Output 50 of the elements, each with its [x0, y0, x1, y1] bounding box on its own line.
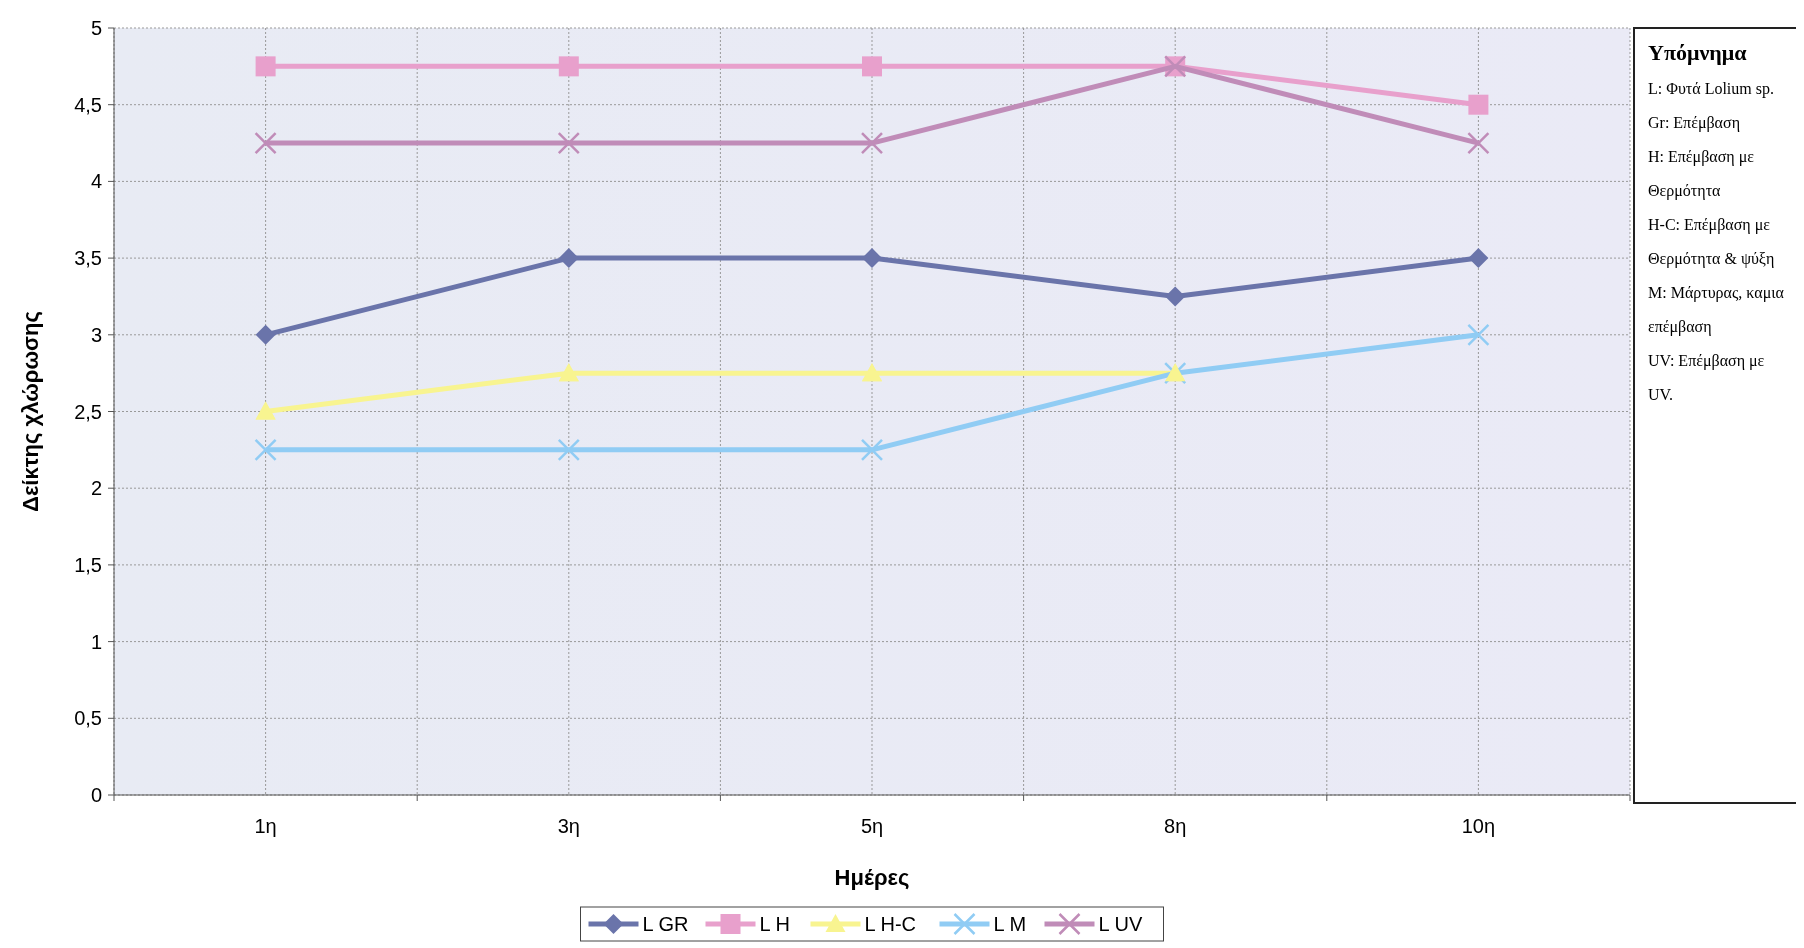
point — [558, 363, 579, 382]
point — [255, 401, 276, 420]
x-tick-label: 10η — [1461, 815, 1496, 837]
point — [558, 56, 579, 77]
point — [1165, 286, 1186, 307]
point — [862, 363, 882, 382]
legend-label: L GR — [642, 913, 689, 935]
point — [255, 56, 276, 77]
text: H-C: Επέμβαση με Θερμότητα & ψύξη — [1648, 216, 1775, 268]
point — [557, 438, 581, 462]
x-tick-label: 1η — [254, 815, 277, 837]
y-tick-label: 4,5 — [74, 93, 102, 116]
point — [1468, 248, 1489, 269]
text: M: Μάρτυρας, καμια επέμβαση — [1648, 284, 1785, 336]
y-tick-label: 3,5 — [74, 247, 102, 270]
point — [557, 131, 581, 155]
text: Gr: Επέμβαση — [1648, 114, 1740, 132]
point — [1468, 94, 1489, 115]
legend-label: L H — [759, 913, 790, 935]
point — [862, 248, 882, 269]
legend-label: L H-C — [864, 913, 916, 935]
y-tick-label: 2,5 — [74, 400, 102, 423]
x-tick-label: 5η — [860, 815, 884, 837]
legend-label: L M — [993, 913, 1027, 935]
point — [1467, 323, 1490, 347]
x-axis-title: Ημέρες — [834, 865, 910, 890]
point — [558, 248, 579, 269]
point — [1467, 131, 1490, 155]
y-tick-label: 1 — [90, 630, 102, 653]
y-tick-label: 1,5 — [74, 553, 102, 576]
x-tick-label: 3η — [557, 815, 580, 837]
y-tick-label: 4 — [90, 170, 102, 193]
y-tick-label: 0,5 — [74, 707, 102, 730]
point — [860, 131, 884, 155]
point — [254, 438, 277, 462]
y-tick-label: 2 — [90, 477, 102, 500]
point — [862, 56, 882, 77]
point — [860, 438, 884, 462]
text: UV: Επέμβαση με UV. — [1648, 352, 1765, 403]
y-tick-label: 3 — [90, 323, 102, 346]
x-tick-label: 8η — [1164, 815, 1187, 837]
y-tick-label: 5 — [90, 17, 102, 39]
text: H: Επέμβαση με Θερμότητα — [1648, 148, 1755, 200]
text: Υπόμνημα — [1648, 40, 1748, 65]
y-axis-title: Δείκτης χλώρωσης — [18, 311, 43, 512]
legend-label: L UV — [1098, 913, 1143, 935]
point — [255, 324, 276, 345]
text: L: Φυτά Lolium sp. — [1648, 80, 1774, 98]
y-tick-label: 0 — [90, 784, 102, 806]
point — [254, 131, 277, 155]
